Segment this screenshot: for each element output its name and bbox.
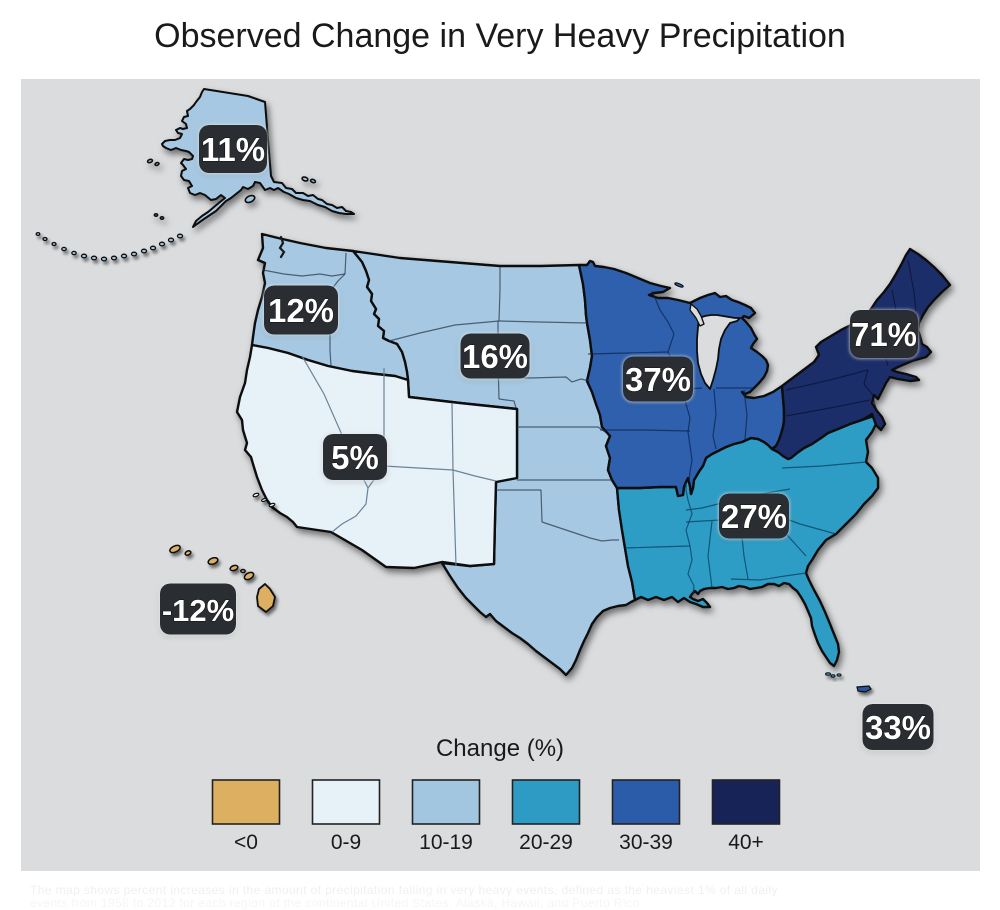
svg-text:27%: 27% — [721, 498, 787, 535]
svg-text:0-9: 0-9 — [331, 831, 361, 854]
svg-text:5%: 5% — [331, 439, 379, 476]
svg-text:71%: 71% — [851, 316, 917, 353]
svg-text:33%: 33% — [865, 709, 931, 746]
svg-text:37%: 37% — [625, 361, 691, 398]
svg-text:11%: 11% — [201, 131, 265, 168]
svg-text:12%: 12% — [268, 292, 334, 329]
svg-text:<0: <0 — [234, 831, 258, 854]
svg-text:30-39: 30-39 — [619, 831, 673, 854]
svg-text:-12%: -12% — [162, 593, 234, 628]
svg-text:Change (%): Change (%) — [436, 735, 564, 762]
svg-text:10-19: 10-19 — [419, 831, 473, 854]
svg-text:20-29: 20-29 — [519, 831, 573, 854]
svg-text:40+: 40+ — [728, 831, 764, 854]
svg-text:16%: 16% — [462, 338, 528, 375]
